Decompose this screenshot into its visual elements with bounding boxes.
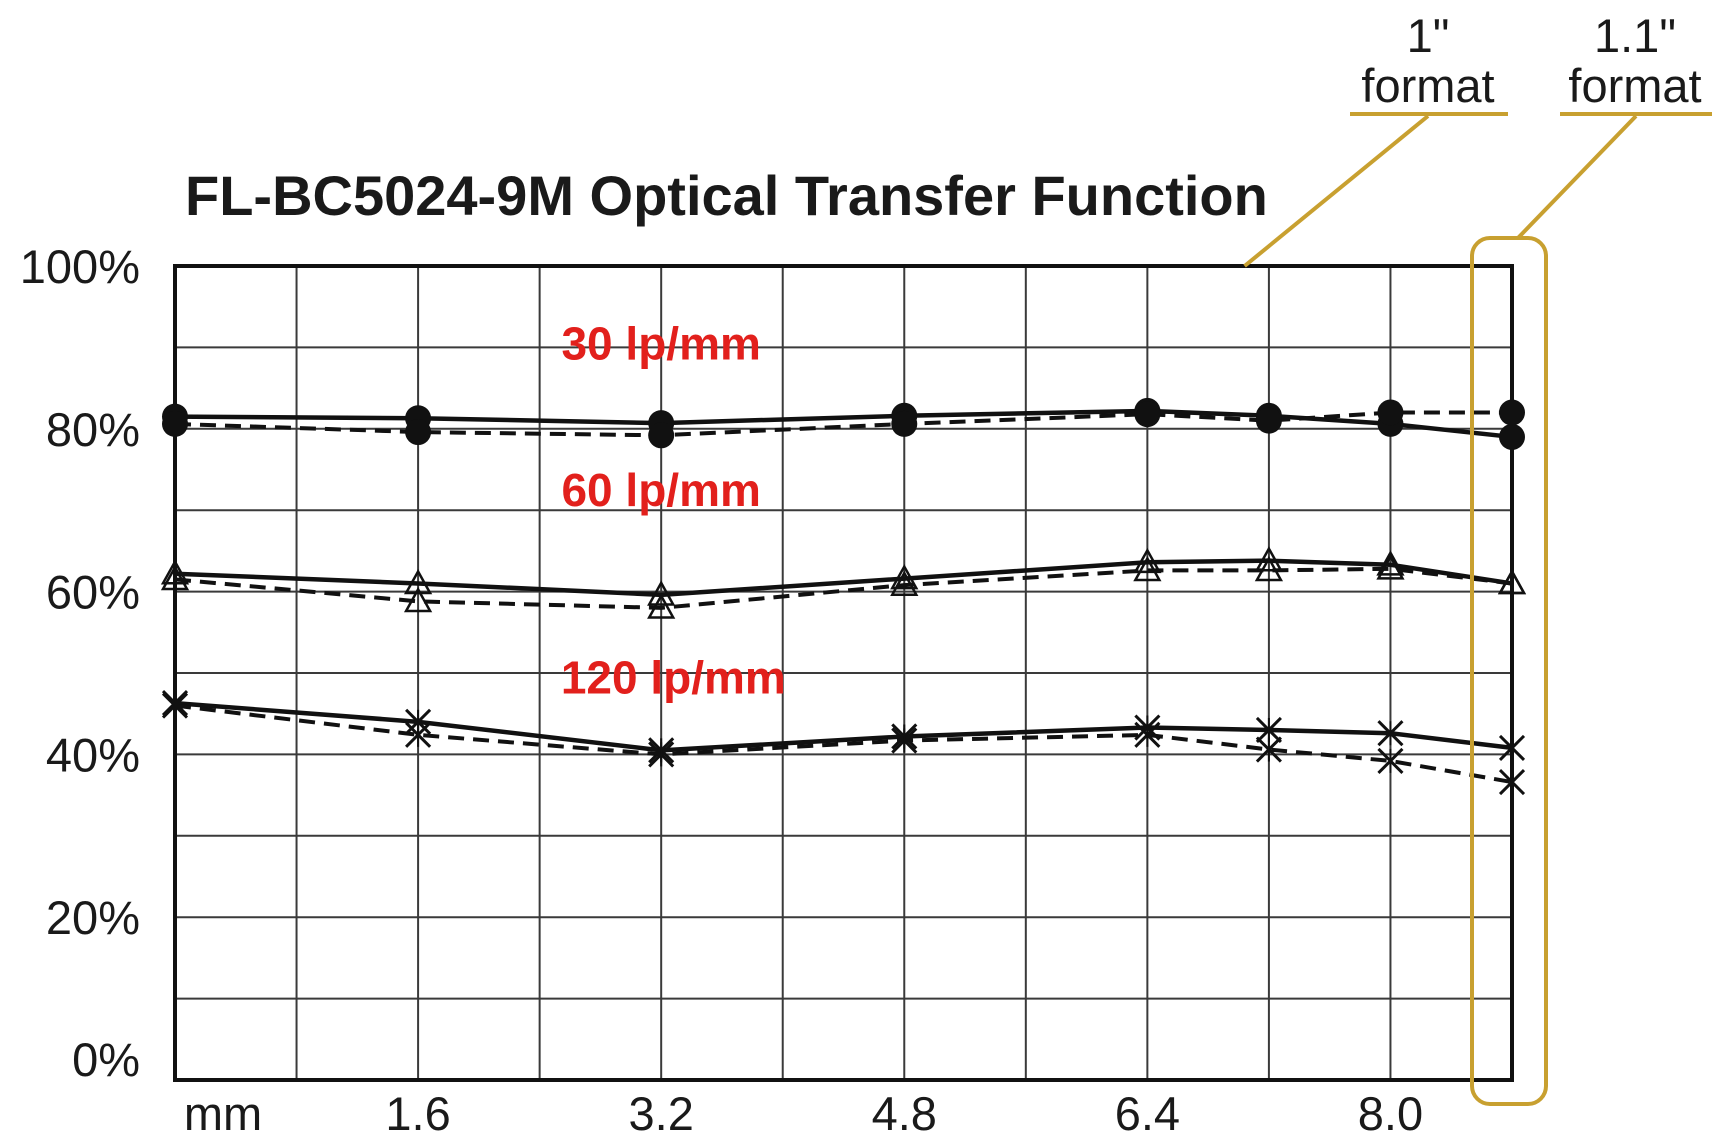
data-point-cross <box>1377 747 1404 774</box>
data-point-triangle <box>1133 555 1162 582</box>
format-word-label: format <box>1361 59 1494 112</box>
axis-ticks: 0% 20% 40% 60% 80% 100% mm 1.6 3.2 4.8 6.4 8.0 <box>20 240 1423 1135</box>
data-point-triangle <box>647 593 676 619</box>
series-lines <box>174 408 1513 785</box>
format-annotation-1in: 1"format <box>1361 9 1494 112</box>
data-point-triangle <box>1254 546 1284 572</box>
x-tick-label-unit: mm <box>184 1087 262 1135</box>
chart-title: FL-BC5024-9M Optical Transfer Function <box>185 164 1268 227</box>
data-point-triangle <box>403 568 433 595</box>
series-line-30-lp-mm-solid <box>174 408 1513 440</box>
y-tick-label: 60% <box>46 566 140 619</box>
series-line-30-lp-mm-dashed <box>174 410 1512 438</box>
data-point-cross <box>891 727 918 754</box>
series-labels: 30 lp/mm 60 lp/mm 120 lp/mm <box>561 318 786 704</box>
y-tick-label: 100% <box>20 240 140 293</box>
data-point-triangle <box>1376 554 1405 580</box>
x-tick-label: 6.4 <box>1115 1087 1180 1135</box>
data-point-cross <box>405 721 432 748</box>
grid <box>175 266 1512 1080</box>
data-point-circle <box>405 419 432 446</box>
plot-frame <box>173 264 1514 1082</box>
y-tick-label: 0% <box>72 1033 140 1086</box>
x-tick-label: 8.0 <box>1358 1087 1423 1135</box>
data-point-triangle <box>1254 555 1284 582</box>
format-size-label: 1.1" <box>1594 9 1676 62</box>
format-word-label: format <box>1568 59 1701 112</box>
data-point-circle <box>648 422 675 449</box>
series-label: 30 lp/mm <box>561 318 760 370</box>
series-line-120-lp-mm-dashed <box>174 703 1513 785</box>
data-point-triangle <box>890 564 919 590</box>
data-point-triangle <box>890 570 919 596</box>
y-tick-label: 40% <box>46 728 140 781</box>
series-label: 120 lp/mm <box>561 651 786 703</box>
format-size-label: 1" <box>1407 9 1450 62</box>
data-point-cross <box>1377 720 1404 747</box>
data-point-circle <box>1377 399 1404 426</box>
format-highlight-box <box>1470 236 1548 1106</box>
series-label: 60 lp/mm <box>561 464 760 516</box>
y-tick-label: 20% <box>46 891 140 944</box>
data-point-cross <box>1255 736 1282 763</box>
format-leader-line <box>1243 114 1430 268</box>
y-tick-label: 80% <box>46 403 140 456</box>
data-point-triangle <box>1133 547 1162 574</box>
data-point-triangle <box>1376 550 1405 576</box>
x-tick-label: 4.8 <box>872 1087 937 1135</box>
series-markers <box>160 397 1527 796</box>
series-line-120-lp-mm-solid <box>174 700 1513 753</box>
x-tick-label: 3.2 <box>629 1087 694 1135</box>
data-point-circle <box>891 410 918 437</box>
data-point-cross <box>648 741 675 768</box>
data-point-cross <box>1134 721 1161 748</box>
series-line-60-lp-mm-dashed <box>174 566 1513 610</box>
format-leader-line <box>1516 114 1638 240</box>
format-annotation-1-1in: 1.1"format <box>1568 9 1701 112</box>
x-tick-label: 1.6 <box>385 1087 450 1135</box>
data-point-triangle <box>647 580 676 606</box>
series-line-60-lp-mm-solid <box>174 558 1513 598</box>
data-point-circle <box>1134 401 1161 428</box>
data-point-circle <box>1255 407 1282 434</box>
data-point-triangle <box>403 586 433 613</box>
